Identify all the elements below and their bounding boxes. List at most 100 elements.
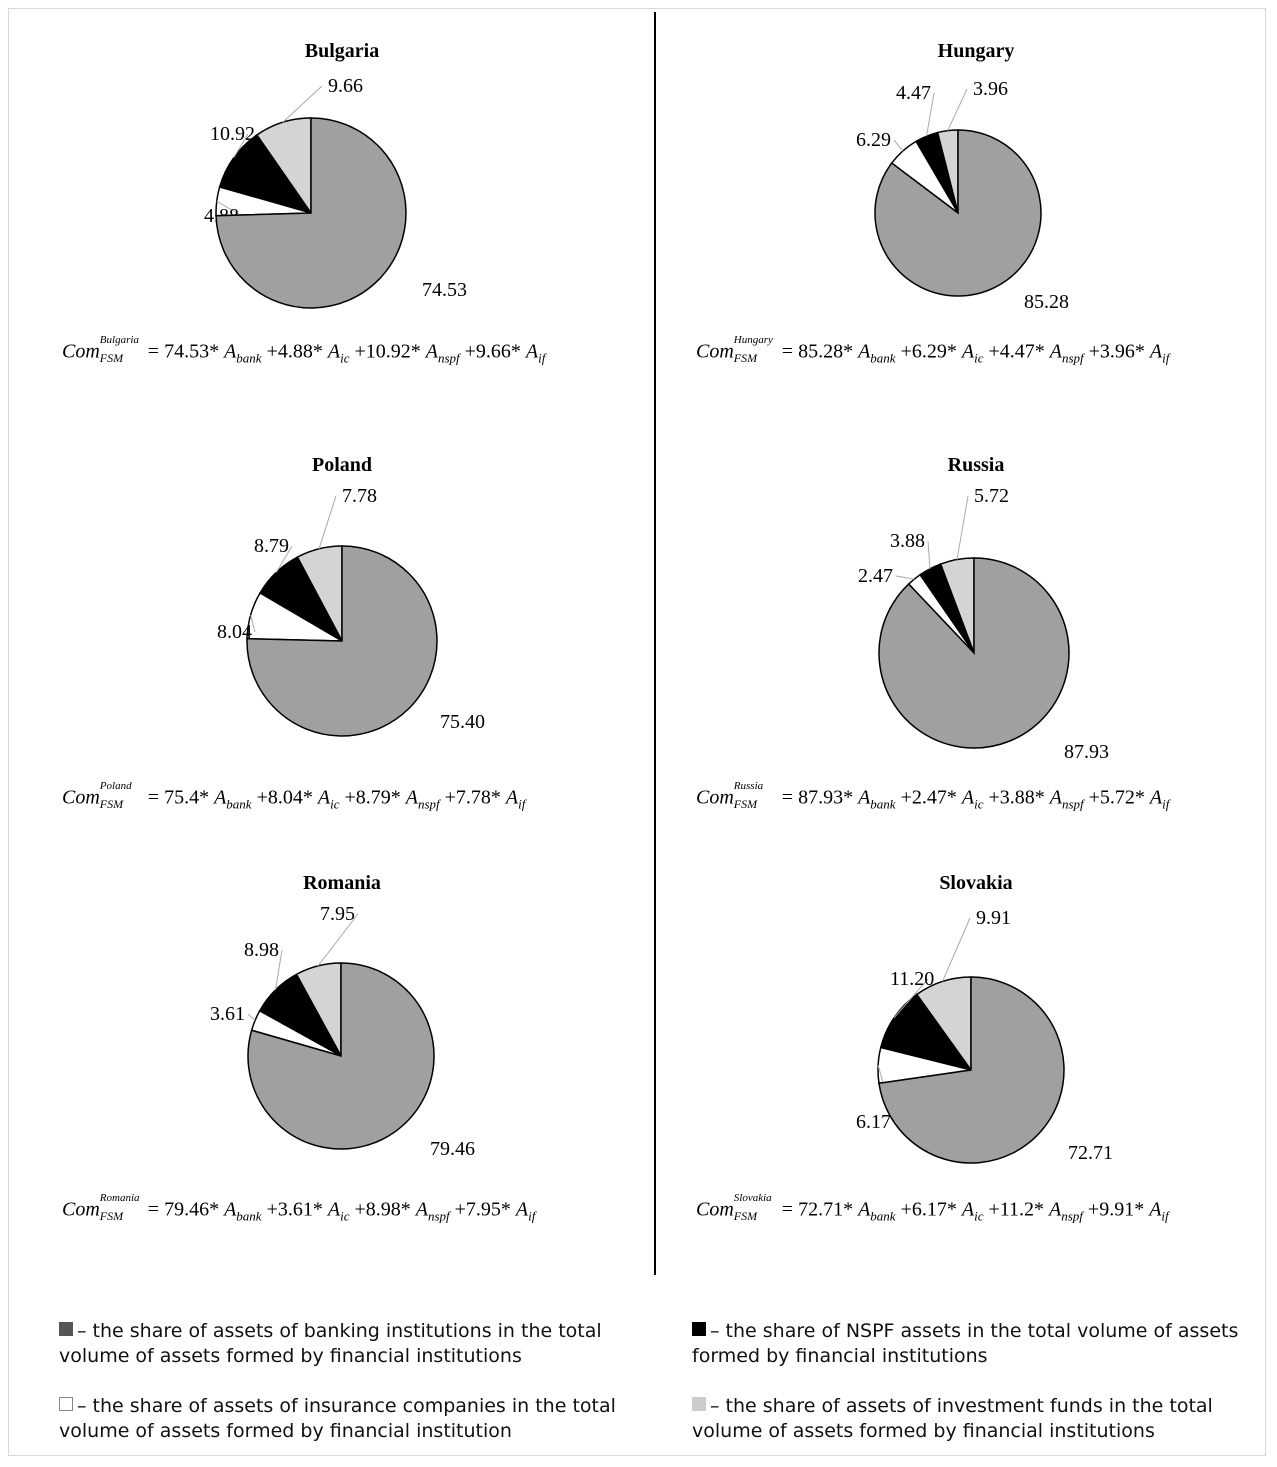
formula-supsub: Russia FSM [734, 780, 778, 812]
formula-coef-if: 5.72* [1099, 786, 1150, 809]
leader-line-ic [250, 614, 256, 633]
formula-plus: + [895, 340, 912, 363]
formula-fsm: FSM [99, 797, 124, 811]
formula-plus: + [261, 1198, 278, 1221]
formula-plus: + [339, 786, 356, 809]
slice-label-nspf: 8.79 [254, 535, 289, 557]
leader-line-nspf [233, 133, 249, 159]
slice-label-ic: 3.61 [210, 1003, 245, 1025]
formula-coef-bank: 85.28* [798, 340, 859, 363]
formula-coef-ic: 3.61* [277, 1198, 328, 1221]
formula-coef-nspf: 3.88* [999, 786, 1050, 809]
formula-supsub: Bulgaria FSM [99, 334, 144, 366]
formula-a: A [1049, 1198, 1062, 1221]
formula-supsub: Hungary FSM [734, 334, 778, 366]
legend-text-bank: – the share of assets of banking institu… [59, 1320, 602, 1367]
formula-eq: = [781, 786, 799, 809]
slice-label-bank: 87.93 [1064, 741, 1109, 763]
formula-coef-ic: 4.88* [277, 340, 328, 363]
formula-coef-if: 9.66* [475, 340, 526, 363]
formula-plus: + [1083, 340, 1100, 363]
leader-line-ic [247, 1013, 256, 1021]
leader-line-if [947, 88, 968, 131]
formula-plus: + [895, 1198, 912, 1221]
pie-slice-bank [878, 557, 1070, 749]
formula-a: A [1049, 786, 1062, 809]
pie-chart: 3.96 4.47 6.29 85.28 [856, 78, 1069, 313]
formula-sub-if: if [1162, 350, 1170, 366]
formula-sub-nspf: nspf [1061, 796, 1084, 812]
formula-eq: = [781, 1198, 799, 1221]
formula-sub-ic: ic [974, 1208, 984, 1224]
pie-chart: 5.72 3.88 2.47 87.93 [858, 485, 1109, 763]
slice-label-ic: 6.29 [856, 129, 891, 151]
slice-label-nspf: 4.47 [896, 82, 931, 104]
formula: Com Russia FSM = 87.93* Abank +2.47* Aic +3… [696, 780, 1169, 813]
formula-fsm: FSM [99, 351, 124, 365]
legend-text-if: – the share of assets of investment fund… [692, 1395, 1213, 1442]
formula-sub-bank: bank [870, 1208, 896, 1224]
formula-coef-ic: 6.17* [911, 1198, 962, 1221]
formula-a: A [415, 1198, 428, 1221]
formula-plus: + [459, 340, 476, 363]
formula: Com Bulgaria FSM = 74.53* Abank +4.88* Aic … [62, 334, 546, 367]
formula-coef-if: 9.91* [1099, 1198, 1150, 1221]
formula-country: Bulgaria [99, 334, 139, 346]
formula-country: Hungary [733, 334, 773, 346]
pie-panel-hungary: Hungary 3.96 4.47 6.29 85.28 Com Hungary FSM =… [666, 28, 1277, 448]
formula-a: A [1049, 340, 1062, 363]
formula-coef-if: 7.78* [455, 786, 506, 809]
formula-com: Com [62, 786, 100, 809]
formula: Com Romania FSM = 79.46* Abank +3.61* Aic +… [62, 1192, 535, 1225]
pie-panel-russia: Russia 5.72 3.88 2.47 87.93 Com Russia FSM = 8… [666, 442, 1277, 862]
formula-plus: + [349, 340, 366, 363]
formula-supsub: Slovakia FSM [733, 1192, 778, 1224]
pie-slice-bank [246, 545, 438, 737]
legend-swatch-ic [59, 1397, 73, 1411]
formula-sub-nspf: nspf [437, 350, 460, 366]
pie-chart: 7.95 8.98 3.61 79.46 [210, 903, 475, 1160]
legend-swatch-bank [59, 1322, 73, 1336]
slice-label-bank: 85.28 [1024, 291, 1069, 313]
formula-com: Com [62, 340, 100, 363]
formula-eq: = [781, 340, 799, 363]
formula-sub-if: if [538, 350, 546, 366]
pie-slice-bank [874, 129, 1042, 297]
formula-a: A [858, 1198, 871, 1221]
slice-label-ic: 6.17 [856, 1111, 891, 1133]
formula-sub-bank: bank [236, 350, 262, 366]
formula-coef-nspf: 8.79* [355, 786, 406, 809]
legend-text-nspf: – the share of NSPF assets in the total … [692, 1320, 1239, 1367]
formula-a: A [1149, 340, 1163, 363]
leader-line-nspf [275, 545, 293, 573]
formula-coef-if: 3.96* [1099, 340, 1150, 363]
formula-country: Slovakia [733, 1192, 772, 1204]
formula-a: A [317, 786, 331, 809]
formula-a: A [961, 1198, 975, 1221]
formula-a: A [515, 1198, 529, 1221]
formula-a: A [1149, 1198, 1162, 1221]
formula-fsm: FSM [733, 1209, 758, 1223]
formula-plus: + [1082, 1198, 1100, 1221]
leader-line-if [282, 85, 323, 123]
leader-line-ic [893, 139, 904, 152]
formula-supsub: Poland FSM [99, 780, 144, 812]
formula-supsub: Romania FSM [100, 1192, 144, 1224]
pie-chart: 9.91 11.20 6.17 72.71 [856, 907, 1113, 1164]
formula-eq: = [147, 1198, 165, 1221]
leader-line-if [318, 495, 337, 549]
formula-country: Romania [99, 1192, 140, 1204]
formula-eq: = [147, 340, 165, 363]
pie-title: Russia [947, 454, 1005, 476]
formula-sub-if: if [518, 796, 526, 812]
formula-sub-ic: ic [330, 796, 340, 812]
formula-coef-nspf: 4.47* [999, 340, 1050, 363]
formula-a: A [961, 786, 975, 809]
legend-swatch-nspf [692, 1322, 706, 1336]
formula: Com Poland FSM = 75.4* Abank +8.04* Aic +8.… [62, 780, 526, 813]
formula-coef-ic: 2.47* [911, 786, 962, 809]
legend-item-ic: – the share of assets of insurance compa… [59, 1394, 629, 1444]
pie-panel-poland: Poland 7.78 8.79 8.04 75.40 Com Poland FSM = 7… [32, 442, 652, 862]
